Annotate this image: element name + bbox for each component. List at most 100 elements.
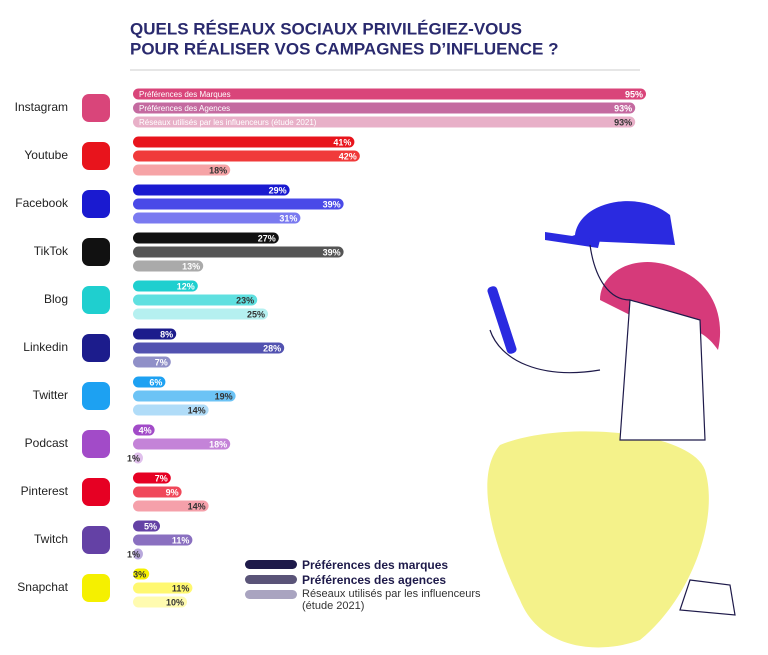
- value-label: 42%: [339, 151, 357, 161]
- value-label: 25%: [247, 309, 265, 319]
- bar: [133, 568, 150, 580]
- icon: [82, 430, 110, 458]
- value-label: 6%: [149, 377, 162, 387]
- legend-item: Préférences des marques: [245, 558, 485, 572]
- value-label: 39%: [323, 199, 341, 209]
- bar: [133, 150, 360, 162]
- value-label: 31%: [279, 213, 297, 223]
- category-label: Podcast: [25, 436, 69, 450]
- chart-title: QUELS RÉSEAUX SOCIAUX PRIVILÉGIEZ-VOUS: [130, 19, 522, 38]
- legend-swatch: [245, 575, 297, 584]
- bar: [133, 198, 344, 210]
- bar: [133, 294, 258, 306]
- bar: [133, 136, 355, 148]
- value-label: 1%: [127, 453, 140, 463]
- value-label: 29%: [269, 185, 287, 195]
- legend-label: Réseaux utilisés par les influenceurs (é…: [302, 588, 481, 612]
- icon: [82, 478, 110, 506]
- category-label: Twitch: [34, 532, 68, 546]
- icon: [82, 286, 110, 314]
- bar: [133, 424, 155, 436]
- bar: [133, 260, 204, 272]
- icon: [82, 190, 110, 218]
- value-label: 11%: [172, 583, 190, 593]
- value-label: 27%: [258, 233, 276, 243]
- legend-item: Réseaux utilisés par les influenceurs (é…: [245, 588, 485, 612]
- legend-label: Préférences des marques: [302, 558, 449, 572]
- legend-swatch: [245, 590, 297, 599]
- value-label: 7%: [155, 473, 168, 483]
- icon: [82, 94, 110, 122]
- category-label: Pinterest: [21, 484, 69, 498]
- value-label: 18%: [209, 439, 227, 449]
- bar: [133, 404, 209, 416]
- bar: [133, 280, 198, 292]
- value-label: 23%: [236, 295, 254, 305]
- bar: [133, 342, 285, 354]
- value-label: 14%: [188, 405, 206, 415]
- value-label: 3%: [133, 569, 146, 579]
- category-label: Twitter: [33, 388, 68, 402]
- bar: [133, 582, 193, 594]
- bar: [133, 520, 160, 532]
- value-label: 93%: [614, 117, 632, 127]
- legend-swatch: [245, 560, 297, 569]
- bar: [133, 246, 344, 258]
- bar: [133, 184, 290, 196]
- icon: [82, 382, 110, 410]
- value-label: 39%: [323, 247, 341, 257]
- category-label: Youtube: [24, 148, 68, 162]
- inbar-label: Réseaux utilisés par les influenceurs (é…: [139, 118, 317, 127]
- value-label: 4%: [139, 425, 152, 435]
- value-label: 14%: [188, 501, 206, 511]
- bar: [133, 328, 177, 340]
- bar: [133, 376, 166, 388]
- icon: [82, 238, 110, 266]
- value-label: 9%: [166, 487, 179, 497]
- inbar-label: Préférences des Agences: [139, 104, 230, 113]
- bar: [133, 164, 231, 176]
- value-label: 11%: [172, 535, 190, 545]
- value-label: 18%: [209, 165, 227, 175]
- chart-title: POUR RÉALISER VOS CAMPAGNES D’INFLUENCE …: [130, 39, 559, 58]
- legend-item: Préférences des agences: [245, 573, 485, 587]
- bar: [133, 452, 143, 464]
- category-label: Instagram: [15, 100, 68, 114]
- icon: [82, 574, 110, 602]
- bar: [133, 102, 636, 114]
- value-label: 1%: [127, 549, 140, 559]
- legend-label: Préférences des agences: [302, 573, 447, 587]
- value-label: 7%: [155, 357, 168, 367]
- value-label: 19%: [215, 391, 233, 401]
- bar: [133, 232, 279, 244]
- value-label: 10%: [166, 597, 184, 607]
- category-label: TikTok: [34, 244, 69, 258]
- inbar-label: Préférences des Marques: [139, 90, 231, 99]
- bar: [133, 356, 171, 368]
- value-label: 8%: [160, 329, 173, 339]
- bar: [133, 438, 231, 450]
- bar: [133, 212, 301, 224]
- bar: [133, 472, 171, 484]
- value-label: 95%: [625, 89, 643, 99]
- category-label: Snapchat: [17, 580, 68, 594]
- bar: [133, 116, 636, 128]
- category-label: Facebook: [15, 196, 69, 210]
- value-label: 13%: [182, 261, 200, 271]
- bar: [133, 390, 236, 402]
- icon: [82, 526, 110, 554]
- value-label: 41%: [333, 137, 351, 147]
- category-label: Linkedin: [23, 340, 68, 354]
- value-label: 12%: [177, 281, 195, 291]
- value-label: 93%: [614, 103, 632, 113]
- value-label: 5%: [144, 521, 157, 531]
- bar: [133, 548, 143, 560]
- category-label: Blog: [44, 292, 68, 306]
- bar: [133, 308, 268, 320]
- illustration: [487, 201, 736, 648]
- bar: [133, 486, 182, 498]
- bar: [133, 500, 209, 512]
- bar: [133, 534, 193, 546]
